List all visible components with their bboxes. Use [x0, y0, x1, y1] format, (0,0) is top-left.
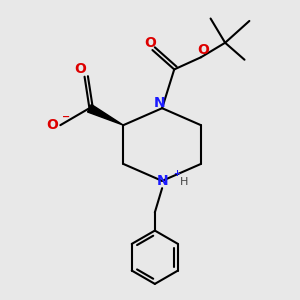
- Text: O: O: [74, 62, 86, 76]
- Polygon shape: [88, 104, 123, 125]
- Text: O: O: [144, 36, 156, 50]
- Text: H: H: [180, 177, 188, 187]
- Text: N: N: [156, 174, 168, 188]
- Text: O: O: [46, 118, 58, 132]
- Text: +: +: [173, 169, 180, 178]
- Text: −: −: [62, 112, 70, 122]
- Text: O: O: [197, 43, 209, 57]
- Text: N: N: [154, 96, 166, 110]
